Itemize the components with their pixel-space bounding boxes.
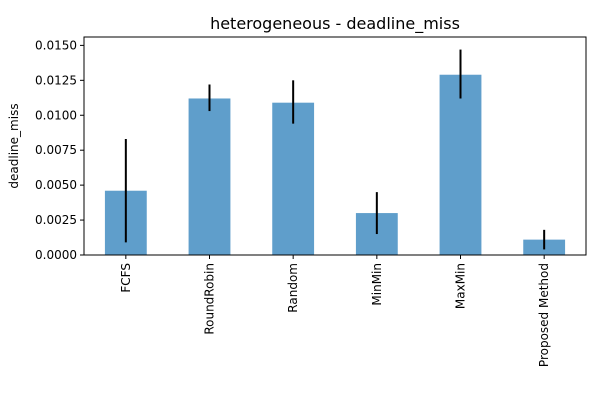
x-tick-label: MaxMin xyxy=(454,263,468,309)
y-tick-label: 0.0125 xyxy=(35,73,77,87)
bar-maxmin xyxy=(439,74,482,255)
chart-title: heterogeneous - deadline_miss xyxy=(210,14,460,34)
y-tick-label: 0.0050 xyxy=(35,178,77,192)
y-tick-label: 0.0025 xyxy=(35,213,77,227)
x-tick-label: FCFS xyxy=(119,263,133,293)
axes-frame xyxy=(83,36,587,256)
bar-roundrobin xyxy=(188,98,231,255)
y-tick-label: 0.0075 xyxy=(35,143,77,157)
bar-random xyxy=(272,102,315,255)
y-tick-label: 0.0150 xyxy=(35,38,77,52)
plot-area: 0.0000 0.0025 0.0050 0.0075 0.0100 0.0125 0.01… xyxy=(35,36,587,367)
y-tick-label: 0.0000 xyxy=(35,248,77,262)
x-tick-label: Proposed Method xyxy=(537,263,551,367)
y-tick-label: 0.0100 xyxy=(35,108,77,122)
x-tick-label: MinMin xyxy=(370,263,384,306)
x-tick-label: RoundRobin xyxy=(203,263,217,335)
x-tick-label: Random xyxy=(286,263,300,313)
y-axis-label: deadline_miss xyxy=(7,103,21,188)
